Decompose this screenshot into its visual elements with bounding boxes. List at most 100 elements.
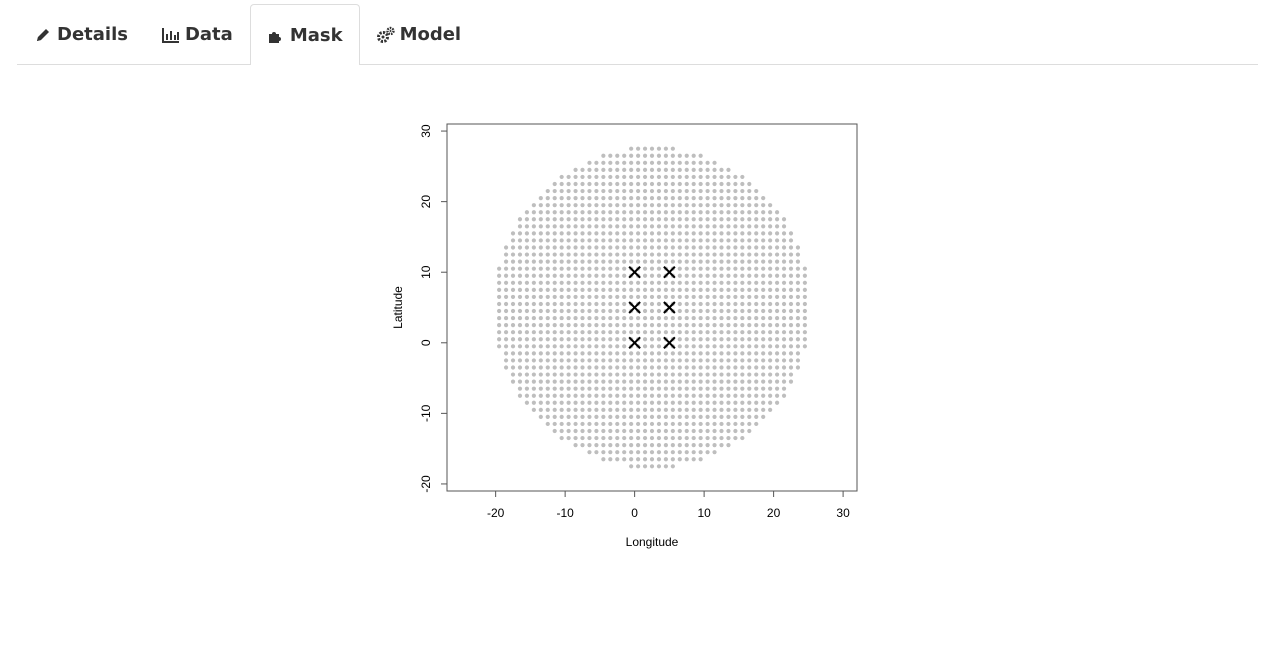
mask-point: [497, 344, 502, 349]
mask-point: [733, 407, 738, 412]
mask-point: [774, 266, 780, 271]
mask-point: [580, 365, 585, 370]
tab-details[interactable]: Details: [17, 4, 145, 64]
x-tick-label: -10: [556, 506, 574, 520]
mask-point: [622, 174, 627, 180]
mask-point: [517, 266, 523, 271]
mask-point: [538, 224, 543, 229]
mask-point: [684, 323, 689, 328]
mask-point: [733, 203, 738, 208]
mask-point: [740, 252, 745, 257]
mask-point: [781, 245, 787, 250]
mask-point: [531, 323, 536, 328]
tab-data[interactable]: Data: [145, 4, 250, 64]
mask-point: [615, 174, 620, 180]
mask-point: [594, 337, 599, 342]
mask-point: [698, 174, 703, 180]
mask-point: [788, 379, 794, 384]
mask-point: [580, 337, 585, 342]
mask-point: [573, 365, 578, 370]
mask-point: [691, 372, 696, 377]
mask-point: [601, 294, 606, 300]
mask-point: [615, 435, 620, 441]
tab-model[interactable]: Model: [360, 4, 479, 64]
mask-point: [601, 358, 606, 363]
mask-point: [559, 323, 564, 328]
mask-point: [524, 259, 530, 264]
mask-point: [677, 188, 682, 194]
mask-point: [594, 393, 599, 398]
mask-point: [642, 266, 648, 271]
mask-point: [559, 407, 564, 412]
mask-point: [559, 308, 564, 314]
mask-point: [510, 280, 516, 285]
mask-point: [622, 287, 627, 292]
mask-point: [740, 188, 745, 194]
mask-point: [698, 259, 703, 264]
mask-point: [545, 259, 550, 264]
mask-point: [705, 435, 710, 441]
mask-point: [587, 315, 592, 321]
mask-point: [705, 210, 710, 215]
mask-point: [497, 330, 502, 335]
mask-point: [497, 273, 502, 278]
mask-point: [677, 421, 682, 427]
mask-point: [636, 294, 641, 300]
mask-point: [733, 280, 738, 285]
mask-point: [642, 294, 648, 300]
mask-point: [712, 259, 717, 264]
mask-point: [601, 428, 606, 434]
mask-point: [545, 210, 550, 215]
mask-point: [719, 252, 724, 257]
mask-point: [510, 273, 516, 278]
mask-point: [754, 287, 759, 292]
mask-point: [531, 344, 536, 349]
mask-point: [649, 393, 655, 398]
mask-point: [705, 294, 710, 300]
mask-point: [691, 393, 696, 398]
mask-point: [524, 252, 530, 257]
mask-point: [663, 464, 668, 469]
mask-point: [747, 294, 752, 300]
mask-point: [740, 414, 745, 419]
mask-point: [768, 259, 773, 264]
mask-point: [691, 252, 696, 257]
trap-marker: [628, 336, 641, 349]
mask-point: [545, 323, 550, 328]
mask-point: [684, 294, 689, 300]
mask-point: [545, 407, 550, 412]
mask-point: [622, 245, 627, 250]
mask-point: [670, 450, 675, 455]
mask-point: [594, 210, 599, 215]
mask-point: [795, 301, 801, 307]
mask-point: [615, 224, 620, 229]
mask-point: [677, 400, 682, 405]
mask-point: [636, 160, 641, 165]
mask-point: [580, 351, 585, 356]
mask-point: [552, 294, 557, 300]
mask-point: [754, 344, 759, 349]
mask-point: [677, 344, 682, 349]
mask-point: [615, 203, 620, 208]
mask-point: [726, 372, 731, 377]
mask-point: [712, 435, 717, 441]
tab-mask[interactable]: Mask: [249, 4, 360, 65]
mask-point: [601, 315, 606, 321]
mask-point: [615, 308, 620, 314]
mask-point: [781, 330, 787, 335]
mask-point: [552, 337, 557, 342]
mask-point: [566, 330, 571, 335]
mask-point: [761, 196, 766, 201]
mask-point: [663, 196, 668, 201]
mask-point: [636, 203, 641, 208]
mask-point: [726, 259, 731, 264]
mask-point: [726, 435, 731, 441]
mask-point: [636, 238, 641, 243]
mask-point: [615, 217, 620, 222]
mask-point: [726, 273, 731, 278]
mask-point: [559, 372, 564, 377]
mask-point: [552, 245, 557, 250]
mask-point: [670, 414, 675, 419]
mask-point: [649, 351, 655, 356]
mask-point: [608, 365, 613, 370]
